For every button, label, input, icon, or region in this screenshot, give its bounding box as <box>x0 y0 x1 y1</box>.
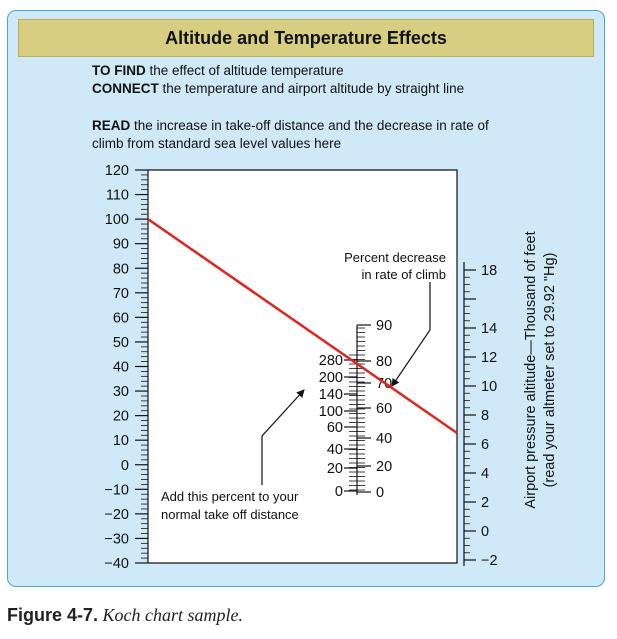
koch-chart: 1201101009080706050403020100−10−20−30−40… <box>104 163 558 572</box>
temperature-tick-label: 80 <box>113 261 129 277</box>
temperature-tick-label: 40 <box>113 360 129 376</box>
example-connecting-line <box>147 218 458 435</box>
altitude-tick-label: 10 <box>481 379 497 395</box>
altitude-tick-label: 8 <box>481 408 489 424</box>
altitude-tick-label: 12 <box>481 350 497 366</box>
takeoff-tick-label: 60 <box>327 420 343 436</box>
climb-tick-label: 90 <box>376 318 392 334</box>
temperature-tick-label: 110 <box>106 188 129 204</box>
instruction-to-find: TO FIND the effect of altitude temperatu… <box>92 62 344 80</box>
chart-title: Altitude and Temperature Effects <box>18 19 594 57</box>
climb-annotation-line1: Percent decrease <box>344 250 446 265</box>
instruction-read-cont: climb from standard sea level values her… <box>92 136 342 151</box>
altitude-axis-title-line1: Airport pressure altitude—Thousand of fe… <box>523 231 539 508</box>
climb-tick-label: 20 <box>376 459 392 475</box>
takeoff-tick-label: 140 <box>319 387 343 403</box>
instruction-connect-bold: CONNECT <box>92 81 159 96</box>
temperature-tick-label: 120 <box>105 163 129 179</box>
temperature-tick-label: 90 <box>113 237 129 253</box>
instruction-read-bold: READ <box>92 118 131 133</box>
nomogram-frame <box>148 169 458 564</box>
climb-annotation-arrow <box>391 282 431 387</box>
altitude-tick-label: 6 <box>481 437 489 453</box>
temperature-tick-label: 70 <box>113 286 129 302</box>
climb-tick-label: 60 <box>376 401 392 417</box>
temperature-tick-label: 20 <box>113 409 129 425</box>
altitude-tick-label: −2 <box>481 553 498 569</box>
altitude-tick-label: 0 <box>481 524 489 540</box>
takeoff-annotation-arrow <box>261 389 305 485</box>
altitude-tick-label: 4 <box>481 466 489 482</box>
temperature-tick-label: 0 <box>121 458 129 474</box>
climb-tick-label: 40 <box>376 431 392 447</box>
instruction-read: READ the increase in take-off distance a… <box>92 117 489 135</box>
takeoff-tick-label: 200 <box>319 370 343 386</box>
caption-label: Figure 4-7. <box>7 605 99 625</box>
instruction-to-find-text: the effect of altitude temperature <box>145 63 344 78</box>
temperature-tick-label: 60 <box>113 310 129 326</box>
takeoff-tick-label: 20 <box>327 461 343 477</box>
temperature-tick-label: −30 <box>104 531 129 547</box>
figure-caption: Figure 4-7. Koch chart sample. <box>7 605 243 626</box>
temperature-tick-label: 30 <box>113 384 129 400</box>
climb-tick-label: 0 <box>376 485 384 501</box>
takeoff-tick-label: 100 <box>319 404 343 420</box>
takeoff-tick-label: 280 <box>319 353 343 369</box>
temperature-tick-label: 100 <box>105 212 129 228</box>
takeoff-annotation-line2: normal take off distance <box>161 507 299 522</box>
temperature-tick-label: −40 <box>104 556 129 572</box>
instruction-to-find-bold: TO FIND <box>92 63 146 78</box>
altitude-tick-label: 18 <box>481 263 497 279</box>
climb-tick-label: 80 <box>376 354 392 370</box>
climb-annotation-line2: in rate of climb <box>361 267 446 282</box>
instruction-read-text: the increase in take-off distance and th… <box>130 118 489 133</box>
altitude-tick-label: 14 <box>481 321 497 337</box>
temperature-tick-label: 10 <box>113 433 129 449</box>
instruction-connect: CONNECT the temperature and airport alti… <box>92 80 464 98</box>
takeoff-tick-label: 40 <box>327 442 343 458</box>
temperature-tick-label: −20 <box>104 507 129 523</box>
altitude-tick-label: 2 <box>481 495 489 511</box>
temperature-tick-label: −10 <box>104 482 129 498</box>
temperature-tick-label: 50 <box>113 335 129 351</box>
altitude-axis-title-line2: (read your altmeter set to 29.92 "Hg) <box>542 253 558 488</box>
caption-text: Koch chart sample. <box>98 605 244 625</box>
takeoff-tick-label: 0 <box>335 484 343 500</box>
instruction-connect-text: the temperature and airport altitude by … <box>158 81 465 96</box>
takeoff-annotation-line1: Add this percent to your <box>161 489 299 504</box>
